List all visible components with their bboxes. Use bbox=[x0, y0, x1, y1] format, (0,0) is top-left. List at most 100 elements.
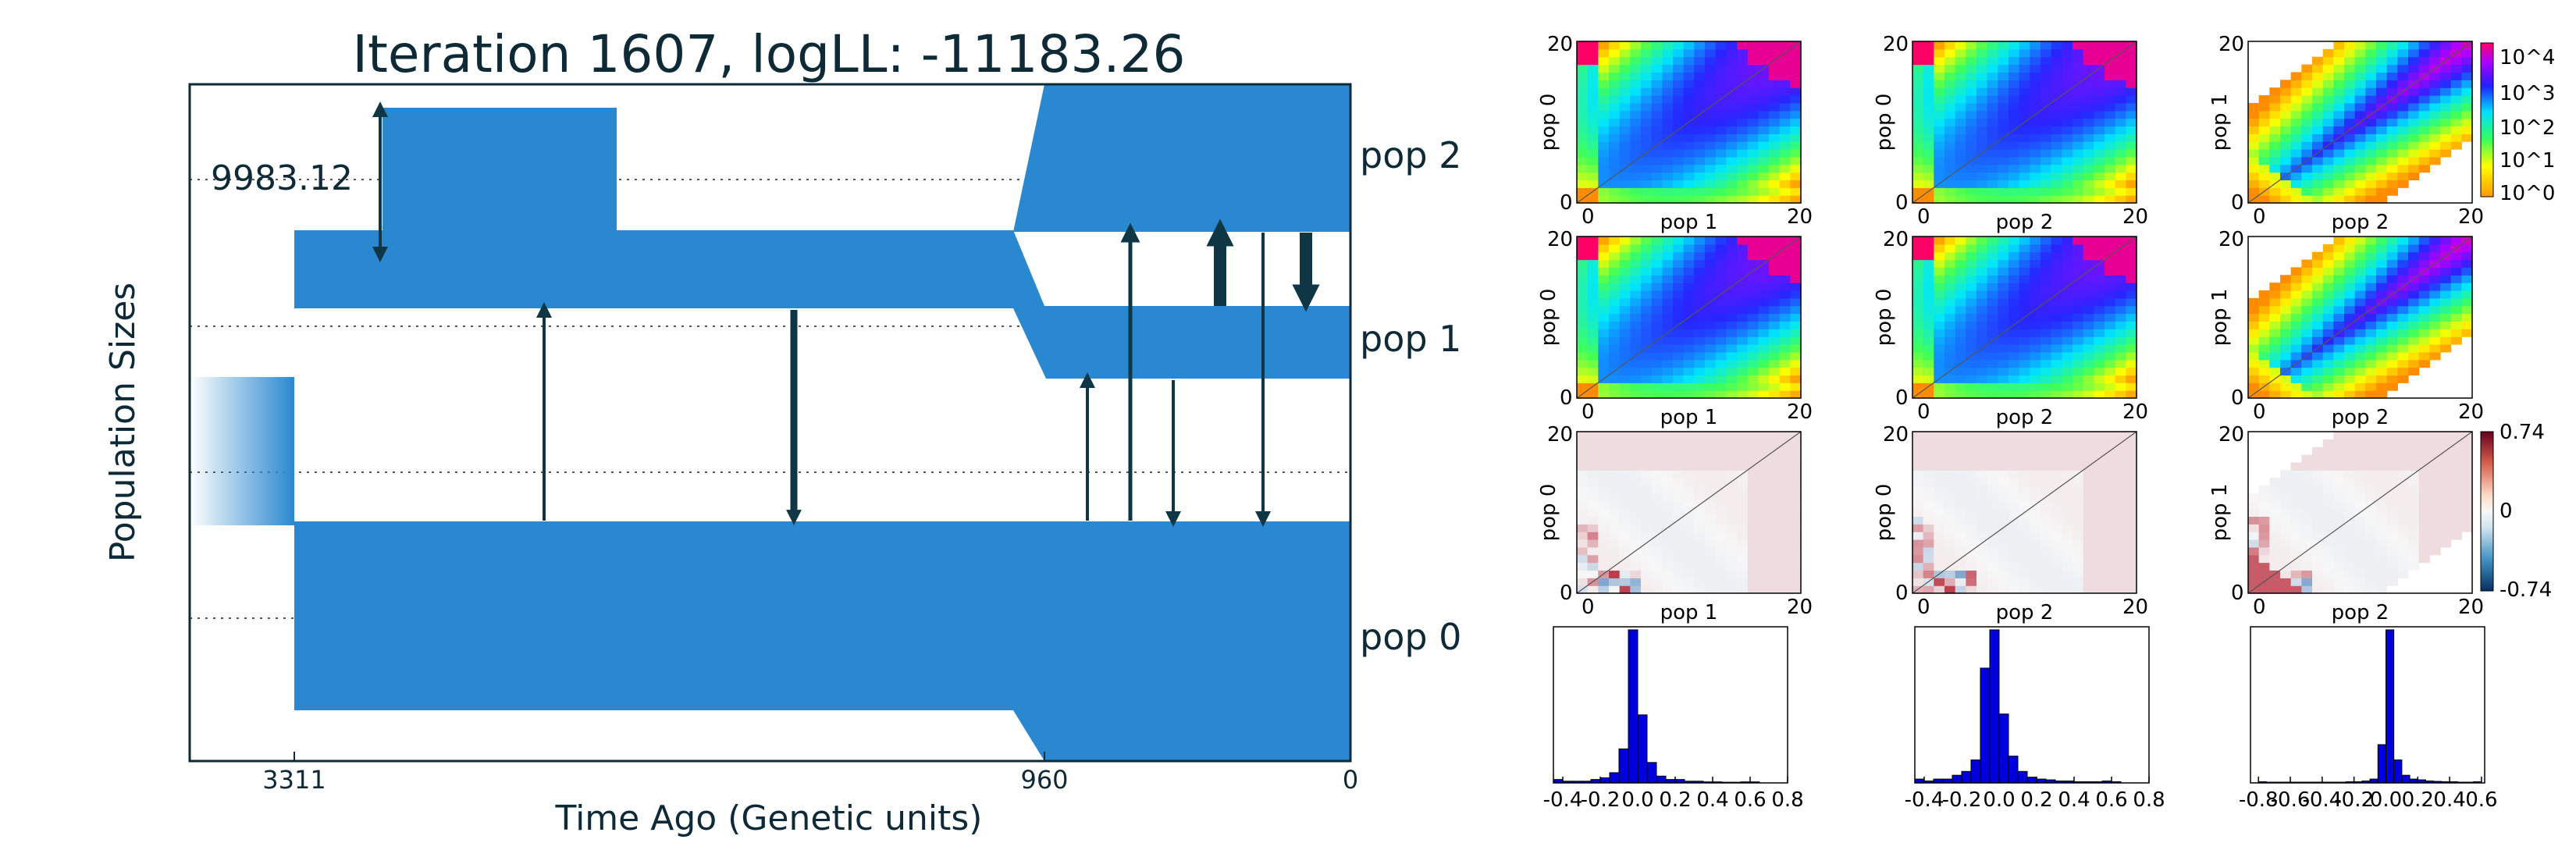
heatmap-cell bbox=[1737, 486, 1748, 493]
heatmap-cell bbox=[1684, 360, 1695, 368]
heatmap-cell bbox=[1934, 87, 1944, 95]
heatmap-cell bbox=[2051, 382, 2062, 390]
heatmap-cell bbox=[2397, 103, 2408, 111]
heatmap-cell bbox=[1955, 336, 1966, 344]
heatmap-cell bbox=[2008, 447, 2019, 455]
heatmap-cell bbox=[1748, 368, 1759, 375]
heatmap-cell bbox=[1976, 65, 1987, 73]
heatmap-cell bbox=[2269, 149, 2280, 157]
heatmap-cell bbox=[2387, 165, 2398, 173]
heatmap-cell bbox=[2397, 447, 2408, 455]
heatmap-cell bbox=[1998, 87, 2008, 95]
heatmap-cell bbox=[2376, 539, 2387, 547]
heatmap-cell bbox=[1620, 49, 1631, 57]
heatmap-cell bbox=[1987, 237, 1998, 244]
heatmap-cell bbox=[1769, 478, 1780, 486]
heatmap-cell bbox=[2269, 539, 2280, 547]
heatmap-tick: 0 bbox=[1560, 386, 1573, 410]
heatmap-cell bbox=[2355, 195, 2366, 203]
heatmap-cell bbox=[1966, 103, 1976, 111]
heatmap-cell bbox=[1577, 57, 1588, 65]
heatmap-cell bbox=[2451, 516, 2462, 524]
heatmap-cell bbox=[2408, 141, 2419, 149]
heatmap-cell bbox=[2301, 65, 2312, 73]
heatmap-cell bbox=[2333, 141, 2344, 149]
heatmap-cell bbox=[1652, 382, 1663, 390]
heatmap-cell bbox=[2333, 360, 2344, 368]
heatmap-cell bbox=[2105, 126, 2115, 133]
heatmap-cell bbox=[2365, 360, 2376, 368]
heatmap-tick: 0 bbox=[1582, 596, 1595, 619]
heatmap-cell bbox=[1748, 157, 1759, 165]
heatmap-cell bbox=[2344, 470, 2355, 478]
heatmap-cell bbox=[1923, 493, 1934, 501]
heatmap-cell bbox=[1662, 382, 1673, 390]
heatmap-cell bbox=[2073, 563, 2083, 571]
heatmap-cell bbox=[2397, 432, 2408, 439]
heatmap-cell bbox=[1726, 432, 1737, 439]
heatmap-cell bbox=[2451, 80, 2462, 87]
heatmap-cell bbox=[2259, 375, 2270, 382]
heatmap-cell bbox=[2301, 382, 2312, 390]
heatmap-cell bbox=[1923, 524, 1934, 532]
heatmap-cell bbox=[2105, 329, 2115, 336]
heatmap-cell bbox=[2429, 41, 2440, 49]
heatmap-cell bbox=[2365, 267, 2376, 275]
heatmap-panel: 0200 20pop 1pop 0 bbox=[1537, 33, 1813, 234]
heatmap-cell bbox=[2408, 321, 2419, 329]
heatmap-cell bbox=[2323, 321, 2334, 329]
heatmap-cell bbox=[1987, 283, 1998, 290]
heatmap-cell bbox=[2083, 524, 2094, 532]
heatmap-cell bbox=[1716, 252, 1727, 260]
heatmap-cell bbox=[1934, 126, 1944, 133]
heatmap-cell bbox=[1790, 360, 1801, 368]
heatmap-cell bbox=[2397, 532, 2408, 539]
heatmap-cell bbox=[2019, 344, 2030, 352]
heatmap-cell bbox=[1780, 585, 1791, 593]
heatmap-cell bbox=[2083, 547, 2094, 555]
heatmap-cell bbox=[1780, 539, 1791, 547]
heatmap-cell bbox=[2312, 180, 2323, 187]
heatmap-cell bbox=[1737, 390, 1748, 398]
heatmap-cell bbox=[1790, 352, 1801, 360]
heatmap-cell bbox=[1758, 252, 1769, 260]
heatmap-cell bbox=[2083, 95, 2094, 103]
heatmap-cell bbox=[1577, 360, 1588, 368]
heatmap-cell bbox=[2461, 119, 2472, 126]
heatmap-cell bbox=[2073, 344, 2083, 352]
heatmap-cell bbox=[2376, 547, 2387, 555]
heatmap-cell bbox=[2019, 111, 2030, 119]
heatmap-cell bbox=[2008, 360, 2019, 368]
heatmap-cell bbox=[2105, 157, 2115, 165]
heatmap-cell bbox=[2312, 455, 2323, 463]
heatmap-cell bbox=[1726, 180, 1737, 187]
heatmap-cell bbox=[2344, 382, 2355, 390]
heatmap-cell bbox=[1923, 306, 1934, 314]
heatmap-cell bbox=[2397, 133, 2408, 141]
heatmap-cell bbox=[1912, 578, 1923, 585]
heatmap-cell bbox=[1987, 360, 1998, 368]
heatmap-cell bbox=[1944, 41, 1955, 49]
heatmap-cell bbox=[2126, 486, 2137, 493]
heatmap-cell bbox=[1588, 321, 1599, 329]
heatmap-cell bbox=[1620, 103, 1631, 111]
heatmap-cell bbox=[1966, 532, 1976, 539]
heatmap-cell bbox=[2344, 57, 2355, 65]
heatmap-cell bbox=[2269, 306, 2280, 314]
heatmap-cell bbox=[1609, 65, 1620, 73]
heatmap-cell bbox=[2062, 165, 2073, 173]
heatmap-cell bbox=[1609, 119, 1620, 126]
heatmap-cell bbox=[1966, 195, 1976, 203]
heatmap-cell bbox=[1934, 72, 1944, 80]
heatmap-cell bbox=[2451, 298, 2462, 306]
heatmap-cell bbox=[2429, 149, 2440, 157]
heatmap-cell bbox=[2387, 336, 2398, 344]
heatmap-cell bbox=[2083, 133, 2094, 141]
heatmap-cell bbox=[1987, 509, 1998, 517]
heatmap-cell bbox=[1780, 260, 1791, 268]
heatmap-cell bbox=[1652, 133, 1663, 141]
heatmap-cell bbox=[2083, 478, 2094, 486]
heatmap-cell bbox=[1620, 439, 1631, 447]
histogram-tick-label: 0.6 bbox=[2465, 788, 2497, 812]
heatmap-cell bbox=[2365, 563, 2376, 571]
